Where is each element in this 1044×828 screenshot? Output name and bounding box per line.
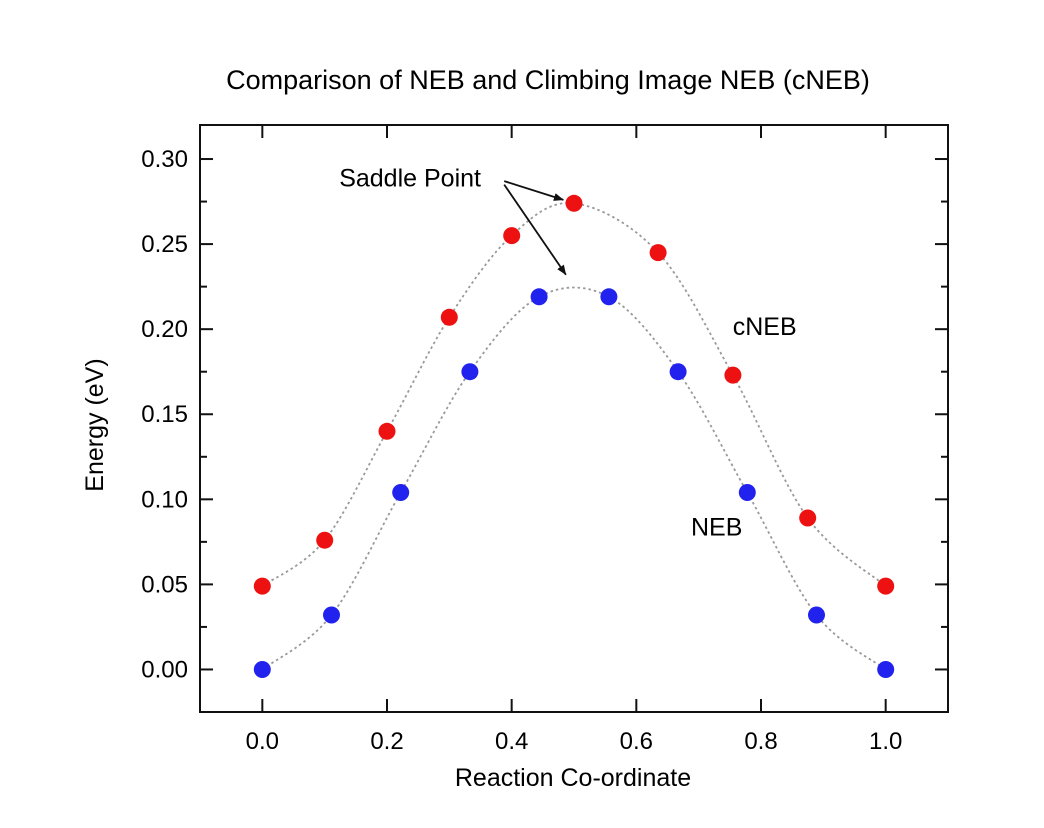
x-tick-label: 1.0 (869, 728, 902, 755)
neb-data-point (669, 363, 687, 381)
y-tick-label: 0.05 (141, 571, 188, 598)
x-tick-label: 0.2 (370, 728, 403, 755)
neb-data-point (600, 288, 618, 306)
neb-data-point (877, 661, 895, 678)
x-tick-label: 0.0 (246, 728, 279, 755)
annotation-arrows (503, 180, 567, 276)
neb-data-point (392, 484, 410, 501)
saddle-point-arrow (503, 184, 567, 276)
cneb-interpolation-curve (261, 202, 887, 587)
cneb-data-point (877, 577, 895, 595)
cneb-data-point (316, 531, 334, 549)
text-annotations: Saddle Point cNEB NEB (339, 165, 796, 542)
y-axis-label: Energy (eV) (81, 358, 109, 491)
plot-border (199, 124, 949, 713)
annotation-saddle-point: Saddle Point (339, 165, 481, 193)
cneb-data-point (799, 509, 817, 527)
x-tick-label: 0.4 (495, 728, 528, 755)
neb-data-point (808, 606, 825, 624)
saddle-point-arrow (503, 180, 564, 201)
y-tick-label: 0.25 (141, 231, 188, 258)
annotation-cneb-curve-label: cNEB (733, 313, 797, 341)
plot-axes: 0.0 0.2 0.4 0.6 0.8 1.0 0.00 0.05 0.10 0.15 0.20 0.… (141, 124, 949, 755)
cneb-data-point (503, 227, 521, 245)
neb-interpolation-curve (261, 286, 887, 671)
cneb-data-point (565, 194, 583, 212)
x-tick-label: 0.6 (620, 728, 653, 755)
y-tick-label: 0.00 (141, 656, 188, 683)
neb-data-point (323, 606, 340, 624)
cneb-data-point (440, 308, 458, 326)
cneb-data-point (253, 577, 271, 595)
interpolated-curves (261, 202, 887, 671)
cneb-data-point (724, 366, 742, 384)
neb-data-point (461, 363, 479, 381)
annotation-neb-curve-label: NEB (691, 514, 742, 542)
neb-data-point (738, 484, 756, 501)
chart-title: Comparison of NEB and Climbing Image NEB… (226, 65, 870, 95)
y-tick-label: 0.15 (141, 401, 188, 428)
cneb-data-point (378, 422, 396, 440)
neb-data-point (253, 661, 271, 678)
data-points (253, 194, 895, 678)
neb-data-point (530, 288, 548, 306)
x-axis-label: Reaction Co-ordinate (455, 764, 691, 792)
cneb-data-point (649, 244, 667, 262)
x-tick-label: 0.8 (744, 728, 777, 755)
y-tick-label: 0.30 (141, 146, 188, 173)
y-tick-label: 0.10 (141, 486, 188, 513)
y-tick-label: 0.20 (141, 316, 188, 343)
